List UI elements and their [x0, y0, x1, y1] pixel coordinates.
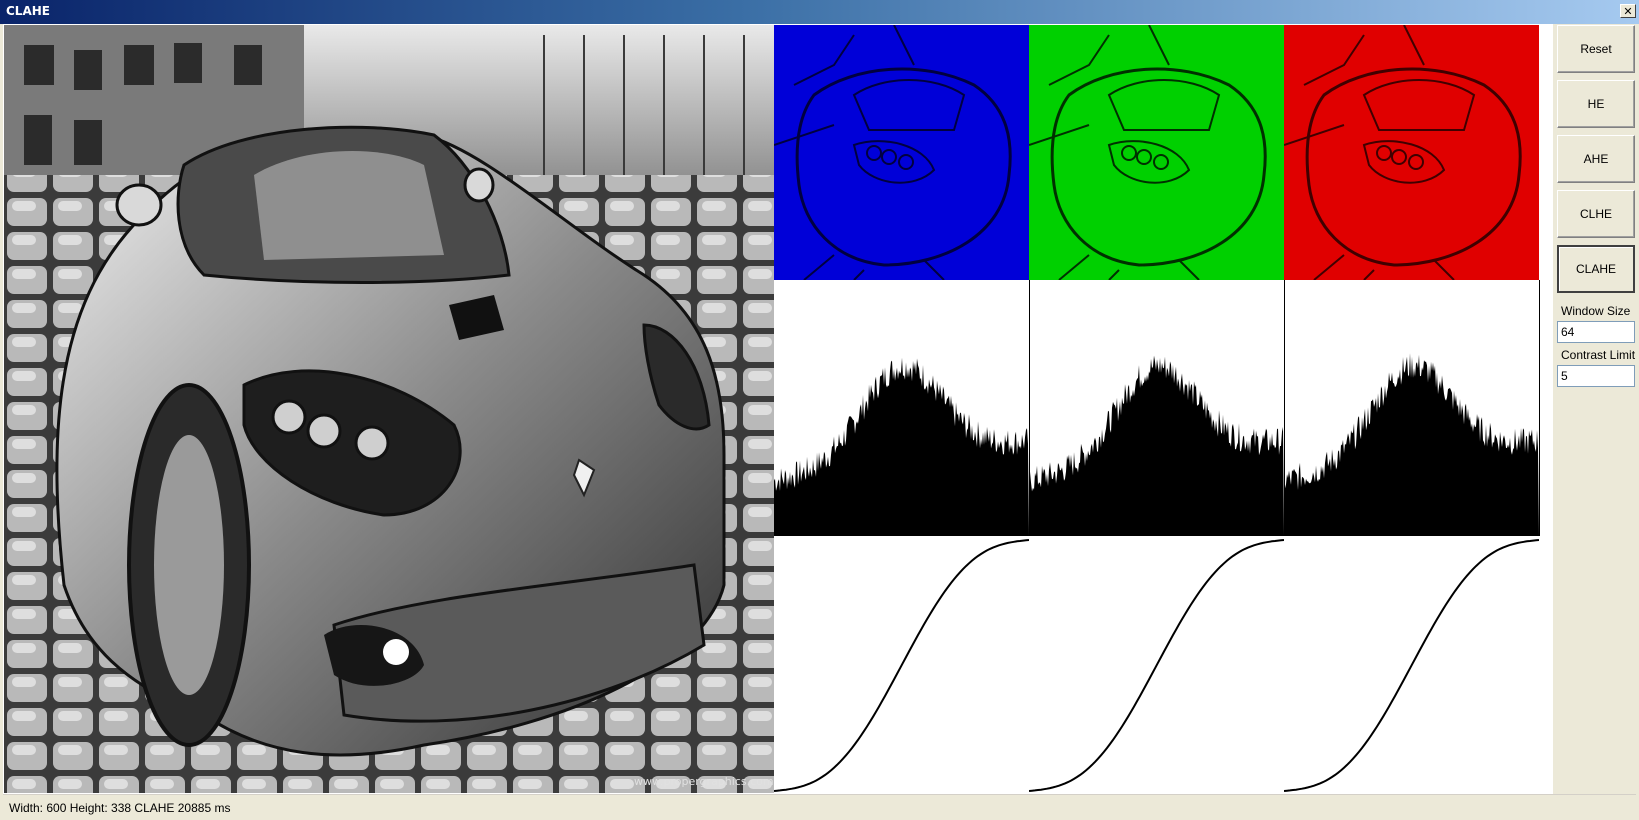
red-cdf-curve	[1284, 536, 1539, 793]
histogram-divider	[1284, 280, 1285, 536]
window-title: CLAHE	[6, 4, 50, 18]
status-bar: Width: 600 Height: 338 CLAHE 20885 ms	[3, 794, 1636, 820]
red-cdf-plot	[1284, 539, 1539, 792]
green-cdf-curve	[1029, 536, 1284, 793]
car-image: www.propergraphics.com	[4, 25, 774, 793]
histogram-area	[774, 357, 1029, 536]
status-text: Width: 600 Height: 338 CLAHE 20885 ms	[9, 801, 231, 815]
blue-histogram-plot	[774, 357, 1029, 536]
control-panel: Reset HE AHE CLHE CLAHE Window Size Cont…	[1553, 24, 1636, 794]
close-icon: ✕	[1623, 5, 1633, 18]
histogram-area	[1284, 353, 1539, 536]
close-button[interactable]: ✕	[1620, 4, 1636, 18]
cdf-line	[1284, 539, 1539, 792]
he-button[interactable]: HE	[1557, 80, 1635, 128]
blue-channel-image	[774, 25, 1029, 280]
red-channel-image	[1284, 25, 1539, 280]
blue-histogram	[774, 280, 1029, 536]
red-histogram-plot	[1284, 353, 1539, 536]
blue-cdf-curve	[774, 536, 1029, 793]
blue-channel-car	[774, 25, 1029, 280]
green-histogram	[1029, 280, 1284, 536]
red-histogram	[1284, 280, 1539, 536]
window-size-field[interactable]	[1557, 321, 1635, 343]
title-bar[interactable]: CLAHE ✕	[0, 0, 1639, 24]
green-channel-image	[1029, 25, 1284, 280]
watermark-text: www.propergraphics.com	[634, 775, 774, 788]
green-channel-car	[1029, 25, 1284, 280]
histogram-divider	[1029, 280, 1030, 536]
histogram-area	[1029, 355, 1284, 536]
window-size-label: Window Size	[1561, 304, 1631, 318]
main-image: www.propergraphics.com	[4, 25, 774, 793]
clahe-button[interactable]: CLAHE	[1557, 245, 1635, 293]
client-area: www.propergraphics.com	[3, 24, 1636, 820]
reset-button[interactable]: Reset	[1557, 25, 1635, 73]
green-cdf-plot	[1029, 539, 1284, 792]
contrast-limit-field[interactable]	[1557, 365, 1635, 387]
histogram-divider	[1539, 280, 1540, 536]
cdf-line	[774, 539, 1029, 792]
clhe-button[interactable]: CLHE	[1557, 190, 1635, 238]
contrast-limit-label: Contrast Limit	[1561, 348, 1636, 362]
ahe-button[interactable]: AHE	[1557, 135, 1635, 183]
green-histogram-plot	[1029, 355, 1284, 536]
blue-cdf-plot	[774, 539, 1029, 792]
cdf-line	[1029, 539, 1284, 792]
red-channel-car	[1284, 25, 1539, 280]
